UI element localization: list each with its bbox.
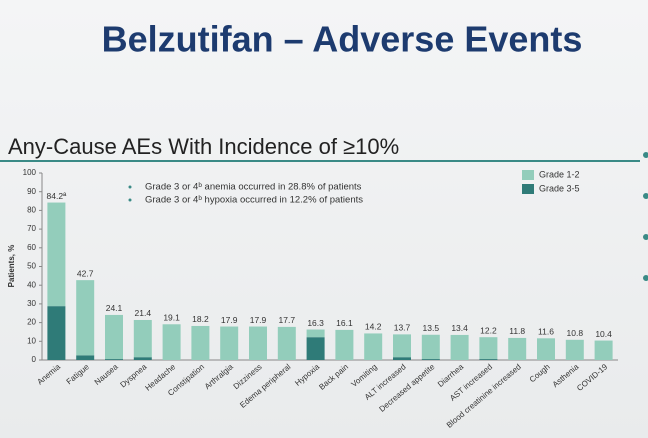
y-tick-label: 90 (27, 187, 36, 196)
y-tick-label: 60 (27, 243, 36, 252)
bar-segment (277, 326, 296, 360)
y-axis-label: Patients, % (7, 245, 16, 288)
bar-segment (249, 326, 267, 360)
total-label: 17.9 (221, 315, 238, 325)
legend-label: Grade 3-5 (539, 183, 580, 193)
total-label: 16.1 (336, 318, 353, 328)
total-label: 12.2 (480, 325, 497, 335)
bar-segment (133, 357, 152, 360)
bullet (643, 275, 648, 281)
total-label: 11.8 (509, 326, 525, 336)
y-tick-label: 100 (23, 168, 37, 177)
y-tick-label: 80 (27, 206, 36, 215)
bar-segment (450, 334, 469, 360)
total-label: 11.6 (538, 327, 554, 337)
bar-segment (76, 280, 95, 356)
total-label: 17.7 (279, 315, 296, 325)
legend-swatch (522, 170, 534, 180)
legend-label: Grade 1-2 (539, 169, 580, 179)
total-label: 19.1 (163, 313, 180, 323)
annotation-bullet (128, 198, 132, 202)
y-tick-label: 0 (32, 355, 37, 364)
bar-segment (393, 357, 411, 360)
bar-segment (479, 337, 498, 360)
total-label: 10.4 (595, 329, 612, 339)
total-label: 24.1 (106, 303, 123, 313)
total-label: 84.2ª (47, 191, 68, 201)
bullet (643, 193, 648, 199)
total-label: 42.7 (77, 268, 94, 278)
y-tick-label: 20 (27, 318, 36, 327)
legend-swatch (522, 184, 534, 194)
total-label: 14.2 (365, 322, 382, 332)
bar-segment (335, 329, 354, 360)
bar-segment (537, 338, 555, 360)
total-label: 13.7 (394, 323, 411, 333)
bar-segment (105, 314, 123, 360)
annotation-bullet (128, 185, 132, 189)
bar-segment (76, 355, 95, 360)
bar-segment (47, 306, 66, 360)
y-tick-label: 10 (27, 336, 36, 345)
bar-segment (306, 329, 325, 338)
bar-segment (421, 334, 440, 360)
y-tick-label: 40 (27, 280, 36, 289)
bar-segment (191, 325, 210, 360)
total-label: 17.9 (250, 315, 267, 325)
annotation: Grade 3 or 4ᵇ hypoxia occurred in 12.2% … (145, 195, 363, 206)
y-tick-label: 70 (27, 224, 36, 233)
bar-segment (364, 333, 383, 360)
total-label: 10.8 (567, 328, 584, 338)
bullet (643, 234, 648, 240)
side-bullets (643, 152, 648, 281)
bar-segment (133, 319, 152, 358)
total-label: 13.4 (451, 323, 468, 333)
bar-segment (306, 337, 325, 360)
bar-segment (594, 340, 613, 360)
bar-segment (162, 324, 181, 360)
y-tick-label: 50 (27, 262, 36, 271)
slide-title: Belzutifan – Adverse Events (102, 19, 583, 60)
total-label: 16.3 (307, 318, 324, 328)
y-tick-label: 30 (27, 299, 36, 308)
bar-segment (47, 202, 66, 307)
bar-segment (479, 359, 498, 360)
bar-segment (105, 359, 123, 360)
total-label: 18.2 (192, 314, 209, 324)
chart-subtitle: Any-Cause AEs With Incidence of ≥10% (8, 134, 399, 159)
bar-segment (508, 337, 527, 360)
total-label: 13.5 (423, 323, 440, 333)
bar-segment (393, 334, 411, 358)
bar-segment (565, 339, 584, 360)
bullet (643, 152, 648, 158)
annotation: Grade 3 or 4ᵇ anemia occurred in 28.8% o… (145, 182, 362, 193)
bar-segment (421, 359, 440, 360)
total-label: 21.4 (135, 308, 152, 318)
bar-segment (220, 326, 239, 360)
